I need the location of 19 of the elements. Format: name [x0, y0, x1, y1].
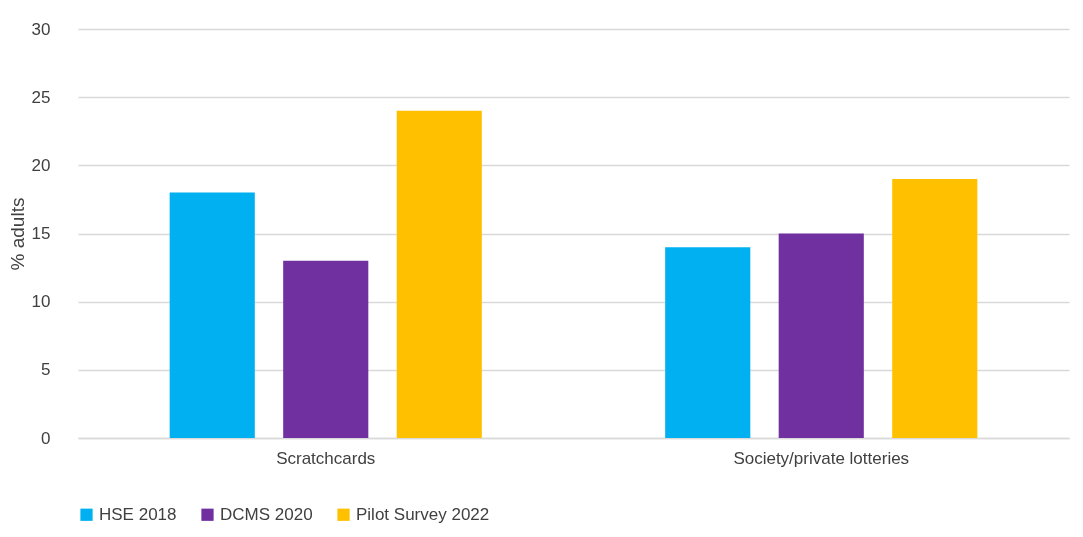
- x-tick-label: Scratchcards: [276, 448, 376, 468]
- y-tick-label: 25: [31, 87, 51, 107]
- legend-label: Pilot Survey 2022: [356, 504, 490, 524]
- bar: [665, 247, 751, 438]
- bar: [169, 192, 255, 438]
- y-tick-label: 20: [31, 155, 51, 175]
- bar: [283, 260, 369, 438]
- y-tick-label: 10: [31, 292, 51, 312]
- legend-label: DCMS 2020: [220, 504, 313, 524]
- bar: [396, 110, 482, 438]
- y-tick-label: 15: [31, 224, 51, 243]
- bar: [892, 178, 978, 438]
- y-tick-label: 0: [41, 428, 51, 448]
- legend-label: HSE 2018: [99, 504, 177, 524]
- y-tick-label: 5: [41, 360, 51, 380]
- bar: [778, 233, 864, 438]
- x-tick-label: Society/private lotteries: [733, 448, 910, 468]
- y-tick-label: 30: [31, 19, 51, 39]
- y-axis-title: % adults: [6, 197, 28, 271]
